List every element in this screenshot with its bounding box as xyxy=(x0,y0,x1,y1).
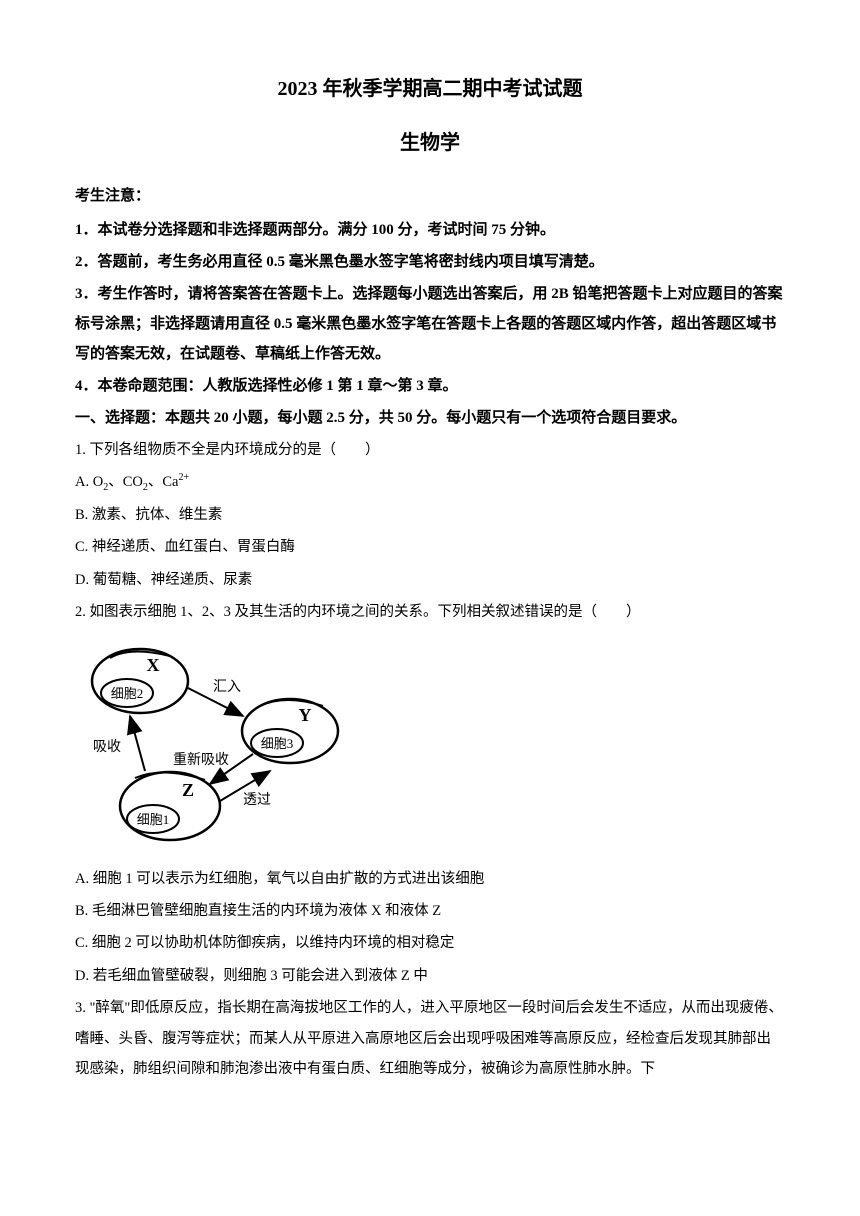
question-1-text: 1. 下列各组物质不全是内环境成分的是（ ） xyxy=(75,435,785,465)
diagram-label-toutuo: 透过 xyxy=(243,792,271,808)
diagram-label-huiru: 汇入 xyxy=(213,679,241,695)
section-header: 一、选择题：本题共 20 小题，每小题 2.5 分，共 50 分。每小题只有一个… xyxy=(75,403,785,433)
question-1-option-d: D. 葡萄糖、神经递质、尿素 xyxy=(75,565,785,595)
question-2-text: 2. 如图表示细胞 1、2、3 及其生活的内环境之间的关系。下列相关叙述错误的是… xyxy=(75,597,785,627)
instructions-header: 考生注意： xyxy=(75,182,785,211)
question-1-option-c: C. 神经递质、血红蛋白、胃蛋白酶 xyxy=(75,532,785,562)
instruction-3: 3．考生作答时，请将答案答在答题卡上。选择题每小题选出答案后，用 2B 铅笔把答… xyxy=(75,279,785,369)
question-2-option-a: A. 细胞 1 可以表示为红细胞，氧气以自由扩散的方式进出该细胞 xyxy=(75,864,785,894)
instruction-1: 1．本试卷分选择题和非选择题两部分。满分 100 分，考试时间 75 分钟。 xyxy=(75,215,785,245)
instruction-4: 4．本卷命题范围：人教版选择性必修 1 第 1 章～第 3 章。 xyxy=(75,371,785,401)
page-subtitle: 生物学 xyxy=(75,124,785,162)
diagram-label-cell1: 细胞1 xyxy=(137,812,170,827)
page-title: 2023 年秋季学期高二期中考试试题 xyxy=(75,70,785,108)
question-1-option-a: A. O2、CO2、Ca2+ xyxy=(75,467,785,498)
question-1-option-b: B. 激素、抗体、维生素 xyxy=(75,500,785,530)
diagram-label-y: Y xyxy=(299,705,312,725)
question-2-option-d: D. 若毛细血管壁破裂，则细胞 3 可能会进入到液体 Z 中 xyxy=(75,961,785,991)
diagram-label-chongxin: 重新吸收 xyxy=(173,752,229,768)
question-2-option-b: B. 毛细淋巴管壁细胞直接生活的内环境为液体 X 和液体 Z xyxy=(75,896,785,926)
diagram-label-cell3: 细胞3 xyxy=(261,736,294,751)
diagram-label-z: Z xyxy=(182,780,194,800)
question-3-text: 3. "醉氧"即低原反应，指长期在高海拔地区工作的人，进入平原地区一段时间后会发… xyxy=(75,993,785,1084)
cell-diagram: X 细胞2 Y 细胞3 Z 细胞1 汇入 吸收 重新吸收 透过 xyxy=(75,636,355,856)
instruction-2: 2．答题前，考生务必用直径 0.5 毫米黑色墨水签字笔将密封线内项目填写清楚。 xyxy=(75,247,785,277)
question-2-option-c: C. 细胞 2 可以协助机体防御疾病，以维持内环境的相对稳定 xyxy=(75,928,785,958)
diagram-label-xishou: 吸收 xyxy=(93,739,121,755)
diagram-label-x: X xyxy=(147,655,160,675)
diagram-label-cell2: 细胞2 xyxy=(111,686,144,701)
